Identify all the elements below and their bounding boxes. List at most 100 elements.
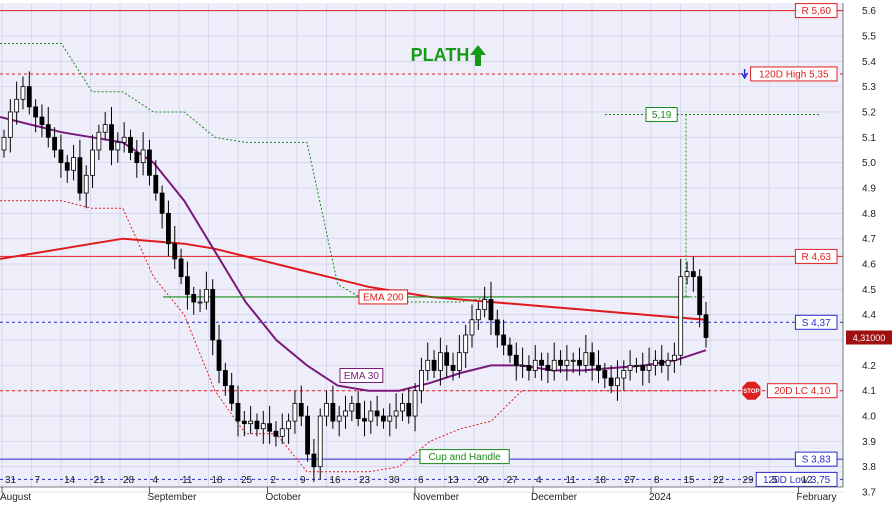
- candle-down: [305, 415, 310, 455]
- candle-up: [121, 136, 127, 143]
- x-month-label: February: [797, 492, 837, 503]
- candle-down: [273, 430, 279, 437]
- candle-up: [7, 111, 13, 138]
- candle-up: [684, 271, 690, 278]
- candle-up: [665, 359, 671, 366]
- candle-down: [330, 402, 336, 422]
- candle-down: [526, 364, 532, 371]
- y-tick-label: 3.9: [862, 437, 876, 448]
- candle-up: [14, 98, 20, 113]
- candle-down: [235, 402, 241, 422]
- candle-down: [147, 149, 152, 176]
- stop-sign-icon: [742, 381, 761, 400]
- chart-annotations: R 5,60 120D High 5,35 R 4,63 S 4,37 20D LC 4…: [339, 3, 838, 487]
- candle-up: [393, 410, 399, 417]
- candle-down: [58, 149, 64, 164]
- x-tick-label: 13: [448, 475, 460, 486]
- level-label-box: [750, 66, 838, 82]
- x-tick-label: 14: [64, 475, 76, 486]
- x-tick-label: 5: [772, 475, 778, 486]
- y-tick-label: 4.1: [862, 386, 876, 397]
- x-tick-label: 16: [330, 475, 342, 486]
- level-label-box: [794, 248, 838, 264]
- y-tick-label: 4.2: [862, 361, 876, 372]
- candle-up: [90, 149, 95, 176]
- candle-up: [583, 352, 589, 366]
- candle-down: [488, 299, 494, 321]
- target-label: 5,19: [652, 110, 672, 121]
- candle-up: [115, 141, 121, 151]
- candle-up: [203, 288, 209, 303]
- x-month-label: August: [0, 492, 31, 503]
- candle-down: [241, 420, 247, 425]
- level-label: 20D LC 4,10: [774, 386, 831, 397]
- candle-up: [1, 136, 7, 151]
- x-axis: 31 7 14 21 28 4 11 18 25 2 9 16 23 30 6 13 20 27 4 11 18 27 8 1…: [0, 475, 843, 503]
- candle-up: [475, 309, 481, 321]
- level-label-box: [794, 3, 838, 19]
- level-label: S 3,83: [802, 455, 831, 466]
- candle-up: [634, 364, 639, 367]
- candle-up: [456, 352, 462, 371]
- candle-up: [324, 402, 329, 417]
- candle-down: [507, 344, 513, 356]
- x-tick-label: 18: [212, 475, 224, 486]
- candle-down: [134, 152, 140, 164]
- ema30-label: EMA 30: [344, 371, 379, 382]
- level-label-box: [766, 383, 838, 399]
- candle-down: [659, 359, 665, 366]
- candle-up: [71, 157, 76, 171]
- x-tick-label: 20: [477, 475, 489, 486]
- candle-down: [178, 258, 184, 278]
- candle-down: [216, 339, 222, 371]
- candle-up: [463, 334, 469, 354]
- candle-up: [83, 174, 89, 194]
- chart-title: PLATH: [411, 45, 470, 65]
- candle-up: [482, 299, 488, 311]
- pattern-label-box: [419, 449, 510, 465]
- candle-down: [362, 418, 367, 422]
- candle-down: [52, 136, 57, 151]
- x-month-label: 2024: [649, 492, 672, 503]
- x-tick-label: 6: [418, 475, 424, 486]
- candle-down: [109, 124, 114, 151]
- candle-down: [596, 364, 601, 371]
- x-tick-label: 8: [654, 475, 660, 486]
- candle-down: [589, 352, 595, 366]
- y-tick-label: 4.0: [862, 412, 876, 423]
- upper-channel-line: [0, 43, 707, 303]
- candle-down: [153, 174, 159, 194]
- candle-up: [292, 402, 298, 422]
- x-tick-label: 21: [94, 475, 106, 486]
- candle-down: [494, 319, 500, 336]
- x-tick-label: 30: [389, 475, 401, 486]
- x-tick-label: 22: [713, 475, 725, 486]
- y-tick-label: 5.1: [862, 133, 876, 144]
- candle-up: [20, 86, 26, 100]
- candle-down: [254, 420, 260, 430]
- ema200-line: [0, 237, 707, 321]
- candle-up: [368, 410, 374, 422]
- candle-down: [64, 162, 70, 171]
- candle-up: [678, 276, 684, 356]
- x-tick-label: 27: [625, 475, 637, 486]
- y-axis: 3.73.83.94.04.14.24.34.44.54.64.74.84.95…: [842, 3, 892, 499]
- candle-down: [311, 453, 317, 468]
- candle-up: [564, 359, 570, 366]
- candle-up: [286, 420, 291, 430]
- candle-up: [387, 415, 393, 422]
- level-label-box: [755, 471, 838, 487]
- candle-down: [26, 86, 32, 108]
- candle-down: [33, 106, 39, 118]
- up-arrow-icon: [470, 45, 486, 66]
- candle-down: [45, 124, 51, 138]
- candle-down: [39, 116, 45, 126]
- candle-down: [77, 157, 83, 194]
- x-tick-label: 25: [241, 475, 253, 486]
- candle-down: [640, 364, 646, 371]
- candle-up: [349, 402, 355, 412]
- candle-down: [558, 359, 563, 366]
- x-month-label: December: [531, 492, 578, 503]
- y-tick-label: 4.6: [862, 260, 876, 271]
